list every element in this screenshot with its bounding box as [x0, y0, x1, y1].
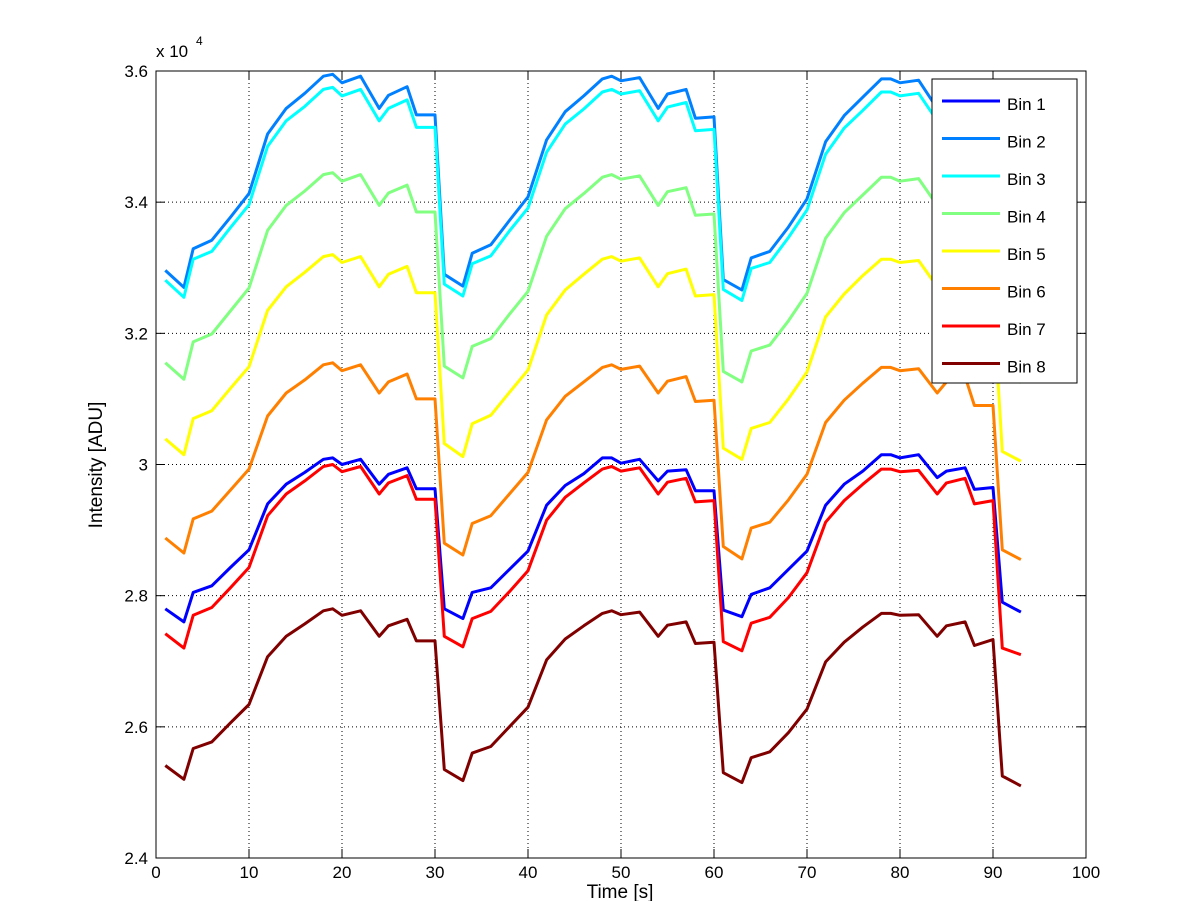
x-tick-label: 90: [984, 863, 1003, 882]
y-tick-label: 3.6: [124, 62, 148, 81]
series-line-bin-5: [164, 253, 1022, 463]
legend-box: [931, 78, 1078, 384]
axes-box: [155, 70, 1087, 859]
legend-label: Bin 7: [1007, 320, 1046, 339]
legend-label: Bin 5: [1007, 245, 1046, 264]
axis-ticks: 0 10 20 30 40 50 60 70 80 90 100 2.4 2.6 2.8 3 3.2 3.4 3.…: [124, 62, 1100, 882]
x-tick-label: 10: [240, 863, 259, 882]
legend-label: Bin 8: [1007, 358, 1046, 377]
x-axis-label: Time [s]: [587, 882, 654, 901]
y-multiplier-label: x 10: [156, 42, 188, 61]
legend-label: Bin 6: [1007, 283, 1046, 302]
x-tick-label: 50: [612, 863, 631, 882]
x-tick-label: 60: [705, 863, 724, 882]
series-line-bin-7: [164, 463, 1022, 657]
x-tick-label: 0: [151, 863, 160, 882]
x-tick-label: 30: [426, 863, 445, 882]
y-multiplier-exponent: 4: [196, 34, 203, 48]
series-line-bin-3: [164, 85, 1022, 302]
x-tick-label: 40: [519, 863, 538, 882]
series-line-bin-4: [164, 171, 1022, 384]
series-line-bin-8: [164, 607, 1022, 788]
series-line-bin-2: [164, 72, 1022, 292]
legend-label: Bin 1: [1007, 95, 1046, 114]
series-line-bin-6: [164, 361, 1022, 561]
y-tick-label: 3.2: [124, 324, 148, 343]
series-lines: [164, 72, 1022, 788]
x-tick-label: 20: [333, 863, 352, 882]
legend: Bin 1 Bin 2 Bin 3 Bin 4 Bin 5 Bin 6 Bin 7 Bin 8: [931, 78, 1078, 384]
legend-label: Bin 2: [1007, 133, 1046, 152]
legend-label: Bin 4: [1007, 208, 1046, 227]
y-tick-label: 2.6: [124, 718, 148, 737]
y-tick-label: 2.8: [124, 587, 148, 606]
y-tick-label: 3.4: [124, 193, 148, 212]
x-tick-label: 80: [891, 863, 910, 882]
y-axis-label: Intensity [ADU]: [86, 402, 107, 529]
series-line-bin-1: [164, 453, 1022, 624]
y-tick-label: 3: [139, 456, 148, 475]
x-tick-label: 70: [798, 863, 817, 882]
y-tick-label: 2.4: [124, 849, 148, 868]
legend-label: Bin 3: [1007, 170, 1046, 189]
x-tick-label: 100: [1072, 863, 1100, 882]
